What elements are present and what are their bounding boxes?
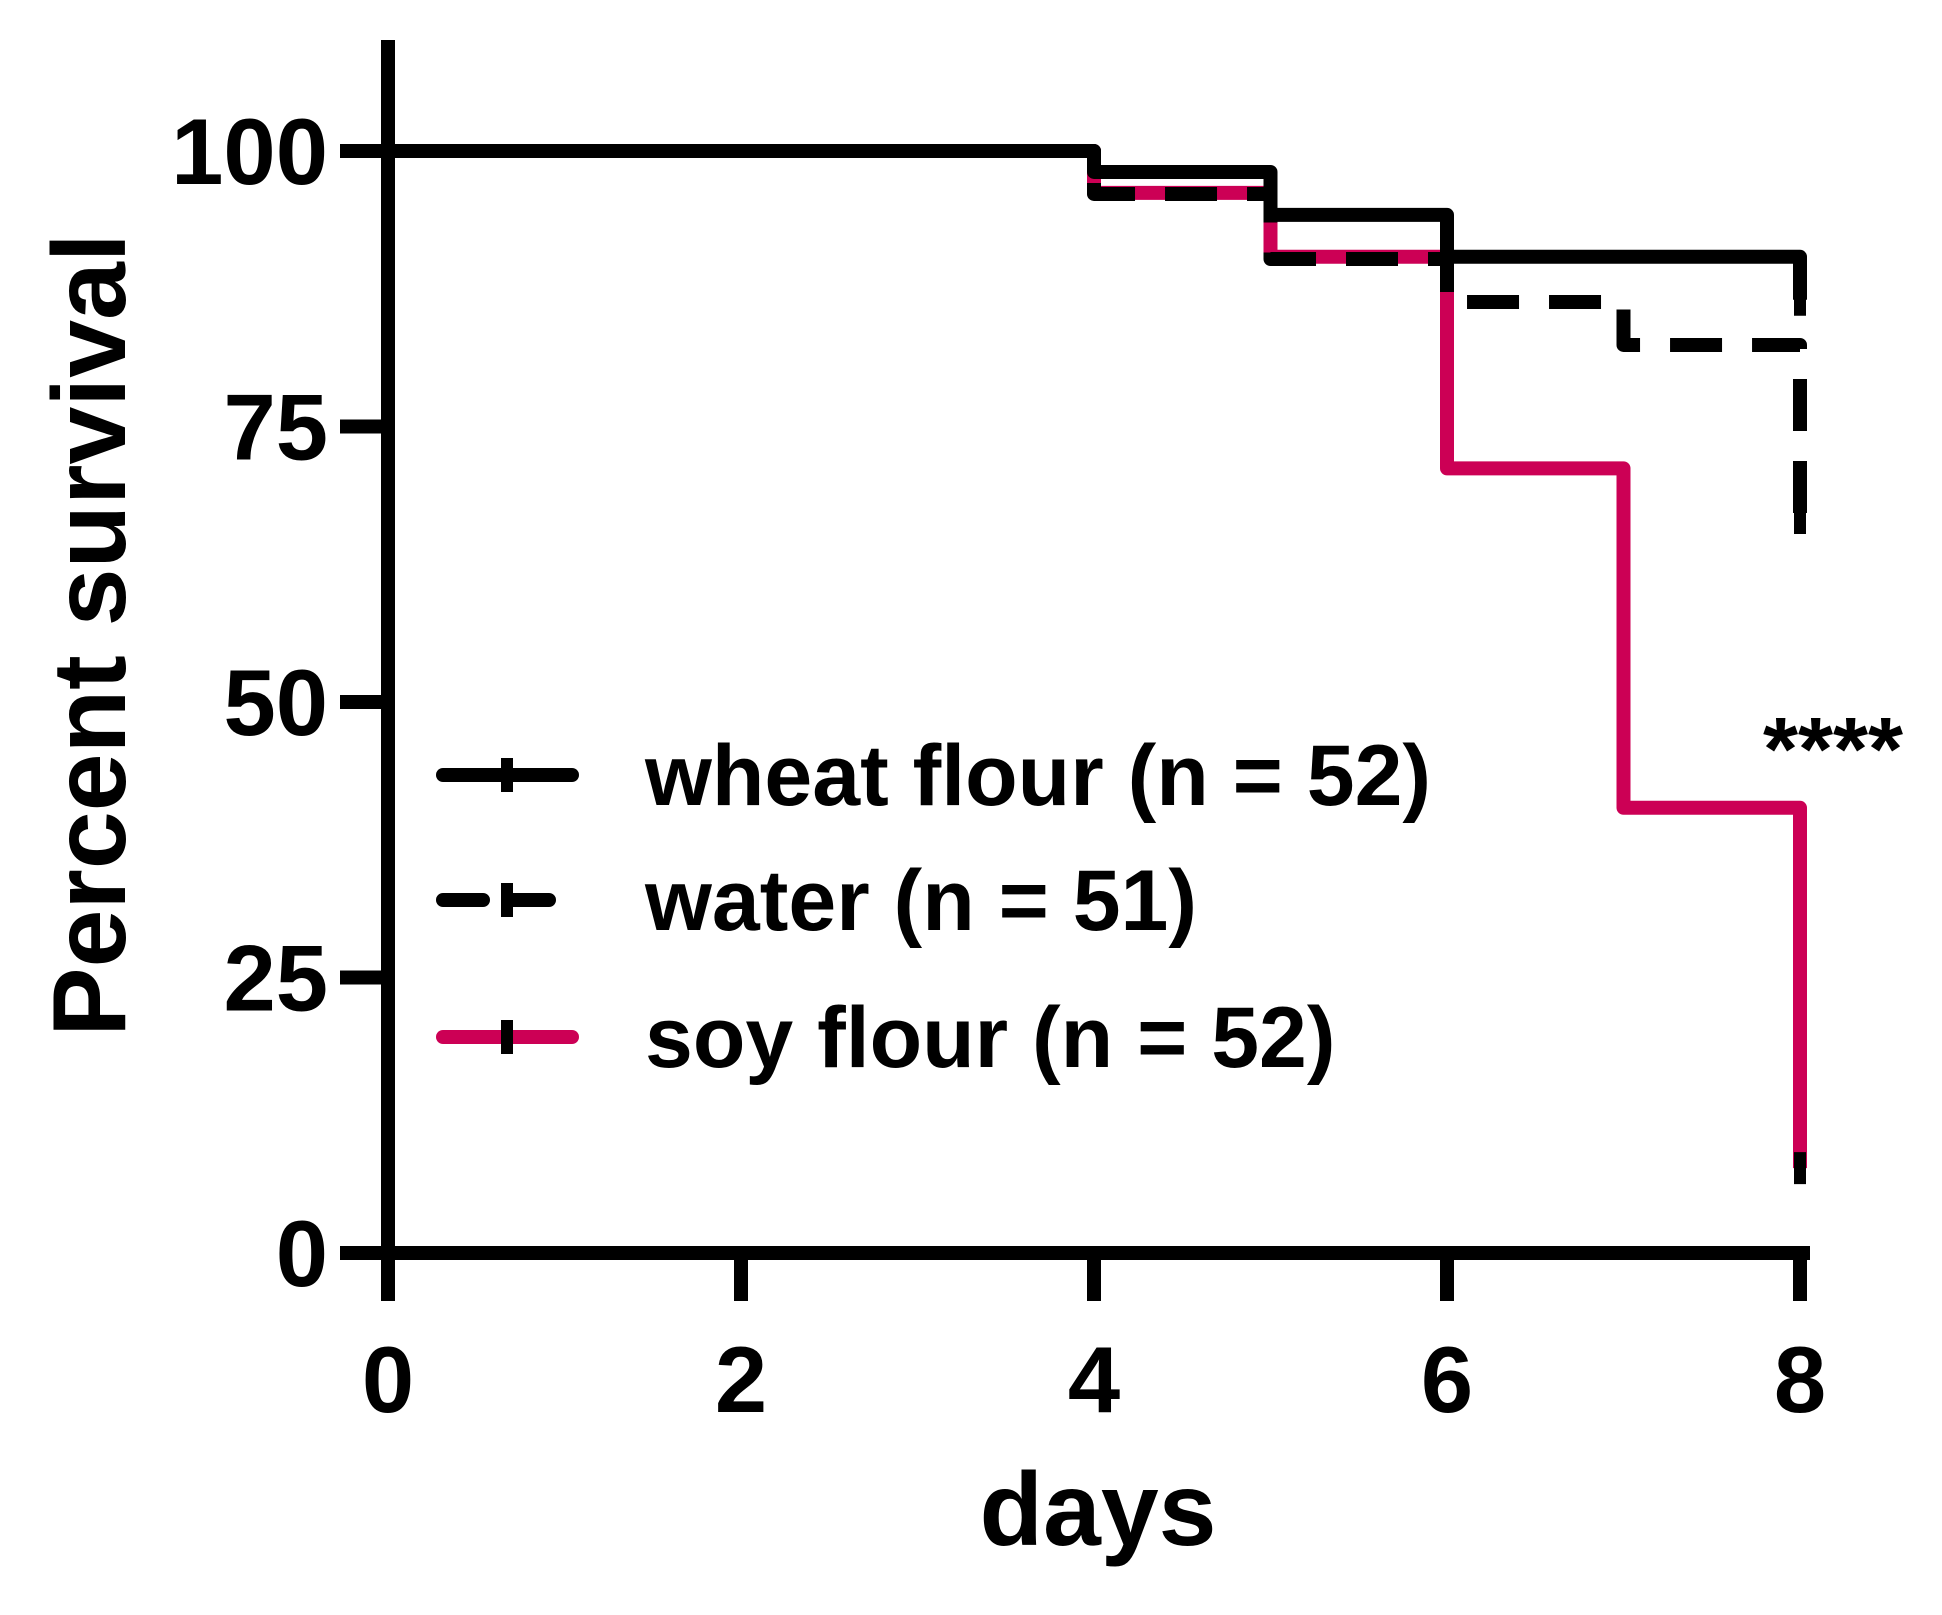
significance-annotation: **** [1763,700,1903,800]
y-tick-label: 75 [223,375,328,480]
y-tick-label: 0 [276,1201,328,1306]
x-tick-label: 6 [1421,1327,1473,1432]
y-tick-label: 25 [223,926,328,1031]
legend-item-wheat: wheat flour (n = 52) [436,728,1431,824]
legend: wheat flour (n = 52) water (n = 51) soy … [436,728,1431,1086]
x-tick-label: 2 [715,1327,767,1432]
y-ticks: 0 25 50 75 100 [171,99,388,1306]
series-layer [388,144,1807,1185]
legend-label-wheat: wheat flour (n = 52) [644,728,1431,824]
legend-label-water: water (n = 51) [644,853,1197,949]
x-tick-label: 4 [1068,1327,1120,1432]
legend-item-water: water (n = 51) [436,853,1197,949]
x-tick-label: 8 [1774,1327,1826,1432]
legend-label-soy: soy flour (n = 52) [645,990,1336,1086]
x-axis-title: days [979,1452,1216,1568]
x-ticks: 0 2 4 6 8 [362,1253,1826,1432]
y-tick-label: 100 [171,99,328,204]
series-line-0 [388,144,1807,300]
y-axis-title: Percent survival [32,233,148,1037]
y-tick-label: 50 [223,650,328,755]
x-tick-label: 0 [362,1327,414,1432]
legend-item-soy: soy flour (n = 52) [436,990,1336,1086]
